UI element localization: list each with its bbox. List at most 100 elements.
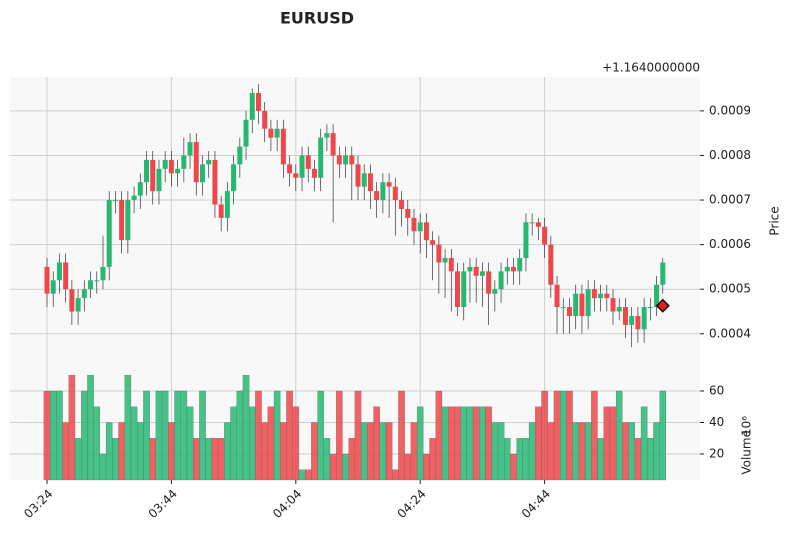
- volume-bar: [236, 390, 244, 481]
- candle-body: [112, 200, 118, 202]
- volume-bar: [454, 406, 461, 481]
- volume-bar: [510, 453, 517, 481]
- y-tick-label: 0.0005: [709, 282, 751, 296]
- candle-body: [554, 284, 560, 308]
- volume-bar: [578, 422, 586, 481]
- candle-body: [106, 200, 112, 267]
- candle-body: [442, 258, 448, 263]
- candle-body: [616, 307, 622, 312]
- candle-body: [193, 142, 199, 183]
- volume-bar: [448, 406, 455, 481]
- volume-tick-label: 20: [709, 447, 724, 461]
- offset-label: +1.1640000000: [602, 61, 700, 75]
- y-tick-label: 0.0007: [709, 193, 751, 207]
- volume-bar: [323, 438, 331, 481]
- candle-body: [218, 204, 224, 218]
- candle-body: [94, 280, 100, 282]
- candle-body: [311, 168, 317, 178]
- volume-bar: [280, 422, 287, 481]
- candle-body: [162, 159, 168, 169]
- volume-bar: [435, 390, 443, 481]
- volume-bar: [118, 422, 125, 481]
- volume-bar: [124, 375, 132, 481]
- volume-bar: [180, 390, 188, 481]
- candle-body: [231, 164, 237, 192]
- candle-body: [249, 93, 255, 120]
- candle-body: [492, 289, 498, 294]
- candle-body: [268, 128, 274, 138]
- volume-bar: [211, 438, 219, 481]
- candle-body: [423, 222, 429, 241]
- volume-bar: [230, 406, 237, 481]
- volume-bar: [336, 390, 343, 481]
- volume-bar: [261, 422, 268, 481]
- volume-bar: [56, 390, 63, 481]
- volume-bar: [273, 390, 281, 481]
- volume-bar: [87, 375, 94, 481]
- candle-body: [237, 146, 243, 165]
- volume-bar: [342, 453, 349, 481]
- candle-body: [654, 284, 660, 308]
- volume-bar: [491, 422, 499, 481]
- volume-bar: [392, 469, 399, 481]
- candle-body: [598, 293, 604, 299]
- candle-body: [486, 271, 492, 294]
- volume-bar: [137, 422, 144, 481]
- volume-bar: [522, 438, 530, 481]
- volume-unit: 10⁶: [740, 416, 754, 436]
- candle-body: [280, 128, 286, 165]
- volume-bar: [224, 422, 231, 481]
- volume-bar: [404, 453, 412, 481]
- candle-body: [56, 262, 62, 281]
- volume-bar: [286, 390, 293, 481]
- volume-bar: [416, 406, 424, 481]
- volume-bar: [423, 453, 430, 481]
- volume-bar: [68, 375, 76, 481]
- volume-bar: [174, 390, 181, 481]
- candle-body: [200, 164, 205, 183]
- candle-body: [622, 307, 628, 325]
- candle-body: [473, 266, 479, 276]
- volume-bar: [248, 406, 256, 481]
- candle-body: [206, 159, 212, 165]
- candle-body: [150, 159, 156, 192]
- candle-body: [224, 191, 230, 218]
- candle-body: [604, 293, 610, 299]
- volume-bar: [379, 422, 387, 481]
- candle-body: [330, 133, 336, 156]
- candle-body: [318, 137, 324, 178]
- candle-body: [361, 173, 367, 187]
- volume-bar: [354, 390, 362, 481]
- volume-bar: [472, 406, 480, 481]
- volume-bar: [460, 406, 468, 481]
- candle-body: [647, 307, 653, 309]
- y-tick-label: 0.0006: [709, 237, 751, 251]
- volume-bar: [112, 438, 119, 481]
- candle-body: [81, 289, 87, 299]
- candle-body: [63, 262, 69, 290]
- volume-bar: [485, 406, 492, 481]
- candle-body: [405, 208, 411, 218]
- volume-bar: [311, 422, 318, 481]
- candle-body: [156, 168, 162, 192]
- volume-bar: [186, 406, 194, 481]
- y-tick-label: 0.0004: [709, 326, 751, 340]
- candle-body: [417, 222, 423, 232]
- volume-bar: [317, 390, 324, 481]
- candle-body: [367, 173, 373, 192]
- candle-body: [498, 271, 504, 290]
- volume-bar: [93, 406, 101, 481]
- volume-bar: [161, 390, 169, 481]
- volume-tick-label: 60: [709, 383, 724, 397]
- volume-bar: [547, 422, 555, 481]
- volume-bar: [634, 438, 642, 481]
- candle-body: [436, 244, 442, 263]
- candle-body: [386, 182, 392, 187]
- candle-body: [355, 164, 361, 187]
- candle-body: [324, 133, 330, 138]
- chart-title: EURUSD: [280, 9, 354, 28]
- volume-bar: [560, 390, 567, 481]
- candle-body: [591, 289, 597, 299]
- candle-body: [517, 258, 523, 272]
